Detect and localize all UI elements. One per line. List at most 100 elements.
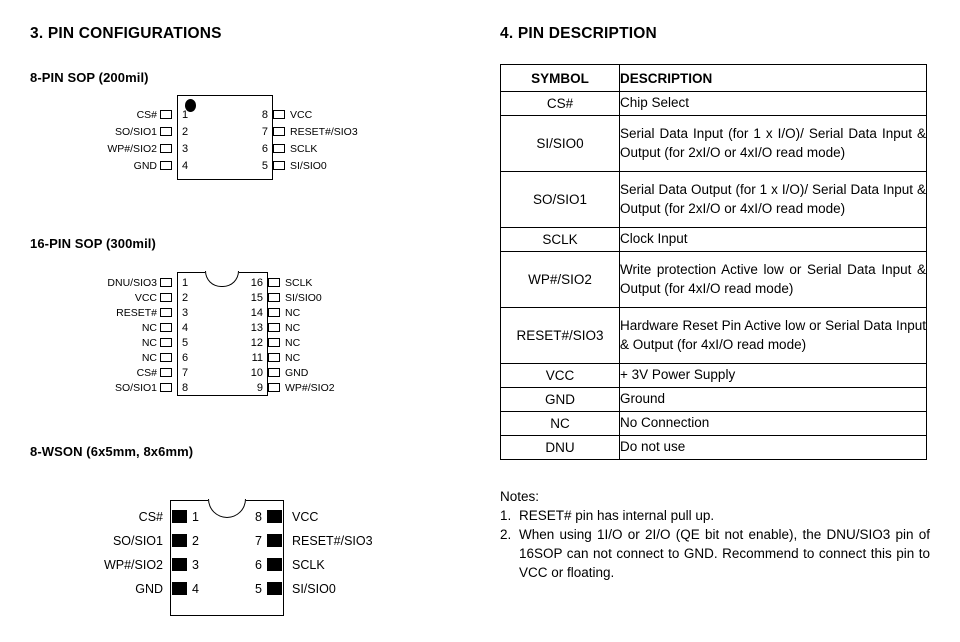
lead-right-15 [268,293,280,302]
pin-label-cs: CS# [136,109,157,121]
pin-label-gnd: GND [135,582,163,596]
pin-label-vcc: VCC [134,292,157,304]
cell-description: Chip Select [619,91,927,116]
package-diagram-8-pin-sop: 1 2 3 4 8 7 6 5 CS# SO/SIO1 WP#/SIO2 GND… [0,0,460,200]
pin-number-7: 7 [182,367,189,379]
lead-left-8 [160,383,172,392]
section-heading-pin-configurations: 3. PIN CONFIGURATIONS [30,25,222,42]
cell-description: Ground [619,387,927,412]
note-number: 2. [500,527,512,542]
pin-label-gnd: GND [133,160,157,172]
pin-number-3: 3 [182,143,189,155]
pin-number-6: 6 [261,143,268,155]
column-header-symbol: SYMBOL [500,64,620,92]
table-row: SCLK Clock Input [500,227,927,252]
pin-label-dnu-sio3: DNU/SIO3 [107,277,157,289]
table-row: GND Ground [500,387,927,412]
column-header-description: DESCRIPTION [619,64,927,92]
pin-label-nc-4: NC [141,322,157,334]
cell-symbol: SCLK [500,227,620,252]
package-heading-16-pin-sop: 16-PIN SOP (300mil) [30,236,156,251]
pin-number-5: 5 [261,160,268,172]
cell-description: No Connection [619,411,927,436]
table-row: NC No Connection [500,411,927,436]
pin-label-reset-sio3: RESET#/SIO3 [290,126,358,138]
table-row: SI/SIO0 Serial Data Input (for 1 x I/O)/… [500,115,927,172]
pin-label-vcc: VCC [292,510,319,524]
pin-number-7: 7 [255,534,262,548]
pin-label-sclk: SCLK [290,143,318,155]
pin-label-nc-11: NC [285,352,301,364]
lead-left-2 [160,127,172,136]
pin-label-nc-14: NC [285,307,301,319]
description-text: Ground [620,391,666,407]
pin-number-2: 2 [182,292,189,304]
description-text: Hardware Reset Pin Active low or Serial … [620,318,926,352]
pad-left-3 [172,558,187,571]
lead-right-14 [268,308,280,317]
cell-symbol: DNU [500,435,620,460]
lead-left-4 [160,323,172,332]
pin-label-sclk: SCLK [285,277,313,289]
pin-number-3: 3 [182,307,189,319]
lead-right-8 [273,110,285,119]
lead-left-2 [160,293,172,302]
lead-right-9 [268,383,280,392]
table-row: SO/SIO1 Serial Data Output (for 1 x I/O)… [500,171,927,228]
lead-right-6 [273,144,285,153]
lead-right-10 [268,368,280,377]
cell-symbol: WP#/SIO2 [500,251,620,308]
note-text: When using 1I/O or 2I/O (QE bit not enab… [519,527,930,580]
pin-number-1: 1 [192,510,199,524]
pin-number-6: 6 [255,558,262,572]
description-text: Chip Select [620,95,690,111]
pin-number-5: 5 [255,582,262,596]
lead-left-4 [160,161,172,170]
lead-right-7 [273,127,285,136]
pin-number-1: 1 [182,277,189,289]
pin-label-si-sio0: SI/SIO0 [285,292,322,304]
cell-symbol: GND [500,387,620,412]
table-row: DNU Do not use [500,435,927,460]
pad-left-4 [172,582,187,595]
package-heading-8-pin-sop: 8-PIN SOP (200mil) [30,70,149,85]
notes-block: Notes: 1. RESET# pin has internal pull u… [500,487,930,582]
pin-number-13: 13 [250,322,263,334]
cell-symbol: SI/SIO0 [500,115,620,172]
package-diagram-8-wson: 1 2 3 4 8 7 6 5 CS# SO/SIO1 WP#/SIO2 GND… [0,0,460,616]
lead-left-3 [160,144,172,153]
description-text: Clock Input [620,231,688,247]
package-body-outline [177,272,268,396]
pin-number-2: 2 [192,534,199,548]
pin-number-7: 7 [261,126,268,138]
note-text: RESET# pin has internal pull up. [519,508,715,523]
description-text: Serial Data Output (for 1 x I/O)/ Serial… [620,182,926,216]
note-number: 1. [500,508,512,523]
pin-number-3: 3 [192,558,199,572]
cell-description: Serial Data Output (for 1 x I/O)/ Serial… [619,171,927,228]
pin-label-nc-6: NC [141,352,157,364]
cell-symbol: RESET#/SIO3 [500,307,620,364]
cell-symbol: SO/SIO1 [500,171,620,228]
pin-label-wp-sio2: WP#/SIO2 [107,143,157,155]
pin-number-5: 5 [182,337,189,349]
lead-left-6 [160,353,172,362]
lead-left-3 [160,308,172,317]
lead-right-12 [268,338,280,347]
pin-label-so-sio1: SO/SIO1 [114,382,157,394]
pin-number-4: 4 [182,322,189,334]
pin-label-si-sio0: SI/SIO0 [292,582,336,596]
description-text: Serial Data Input (for 1 x I/O)/ Serial … [620,126,926,160]
pin-label-si-sio0: SI/SIO0 [290,160,327,172]
pin-label-gnd: GND [285,367,309,379]
cell-description: Hardware Reset Pin Active low or Serial … [619,307,927,364]
pin-number-6: 6 [182,352,189,364]
description-text: Write protection Active low or Serial Da… [620,262,926,296]
table-row: WP#/SIO2 Write protection Active low or … [500,251,927,308]
pin-number-12: 12 [250,337,263,349]
pin-number-11: 11 [251,352,263,364]
cell-description: Serial Data Input (for 1 x I/O)/ Serial … [619,115,927,172]
pin-label-cs: CS# [136,367,157,379]
cell-description: Do not use [619,435,927,460]
pin-label-wp-sio2: WP#/SIO2 [103,558,163,572]
